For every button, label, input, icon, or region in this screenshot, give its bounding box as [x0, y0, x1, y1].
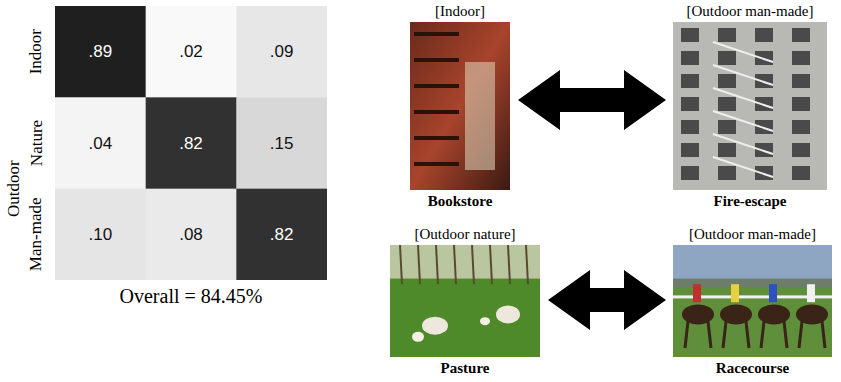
svg-text:[Outdoor man-made]: [Outdoor man-made]	[686, 3, 813, 19]
svg-text:.04: .04	[89, 134, 113, 153]
svg-text:Bookstore: Bookstore	[428, 193, 493, 209]
svg-text:.09: .09	[270, 42, 294, 61]
svg-text:.15: .15	[270, 134, 294, 153]
svg-text:[Indoor]: [Indoor]	[435, 3, 485, 19]
svg-text:.89: .89	[89, 42, 113, 61]
svg-text:.82: .82	[179, 134, 203, 153]
svg-text:.08: .08	[179, 225, 203, 244]
svg-text:.82: .82	[270, 225, 294, 244]
svg-text:Pasture: Pasture	[441, 360, 490, 376]
svg-text:Man-made: Man-made	[27, 198, 46, 272]
svg-text:Nature: Nature	[27, 120, 46, 166]
svg-text:Fire-escape: Fire-escape	[713, 193, 786, 209]
svg-text:Indoor: Indoor	[27, 29, 46, 75]
svg-text:Racecourse: Racecourse	[716, 360, 790, 376]
svg-text:[Outdoor man-made]: [Outdoor man-made]	[689, 226, 816, 242]
svg-text:Outdoor: Outdoor	[5, 160, 24, 217]
svg-text:[Outdoor nature]: [Outdoor nature]	[414, 226, 515, 242]
svg-text:Overall = 84.45%: Overall = 84.45%	[120, 285, 263, 307]
svg-text:.10: .10	[89, 225, 113, 244]
svg-text:.02: .02	[179, 42, 203, 61]
